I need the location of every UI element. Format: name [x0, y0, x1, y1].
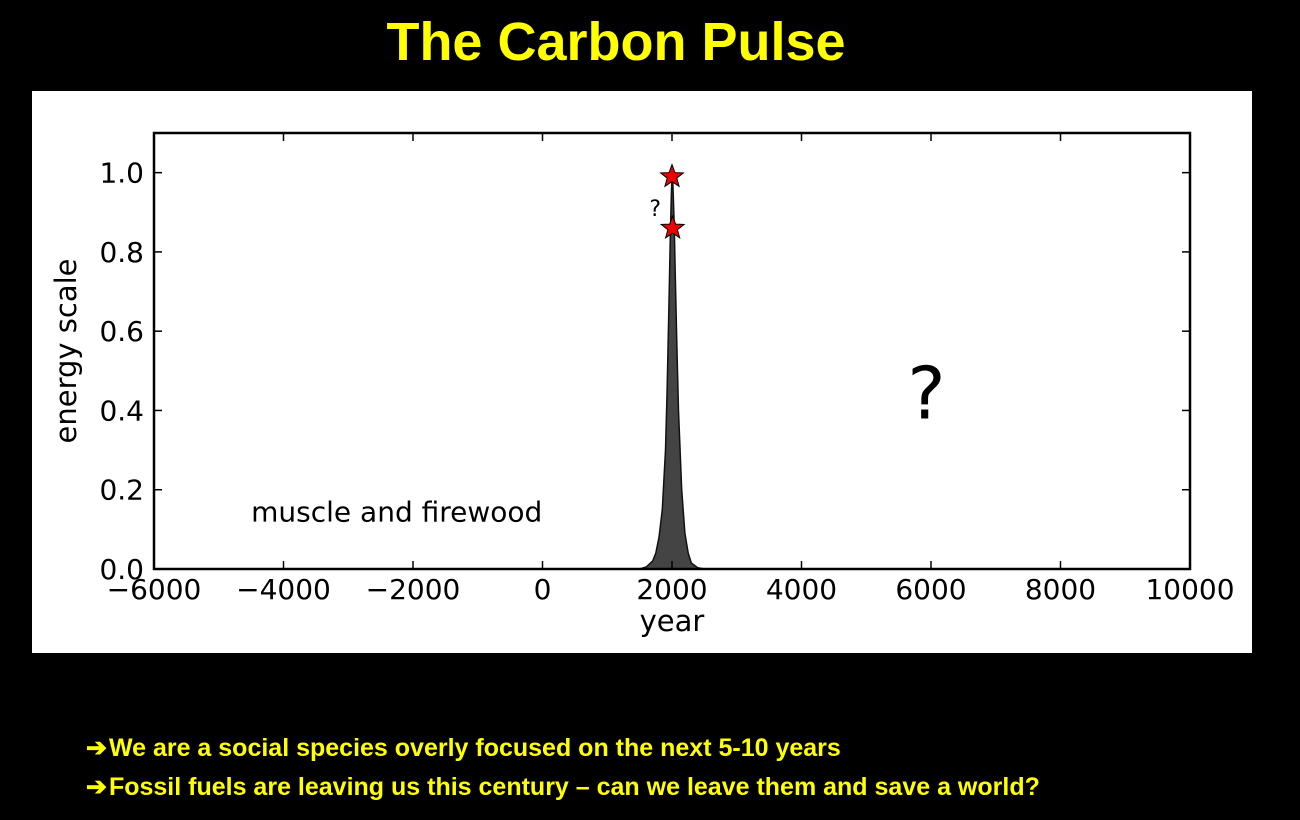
chart-panel: −6000 −4000 −2000 0 2000 4000 6000 8000 10000 0.0… — [32, 91, 1252, 653]
bullet-text: We are a social species overly focused o… — [108, 734, 841, 762]
pulse-area — [639, 175, 705, 570]
x-tick-label: 2000 — [636, 573, 707, 606]
y-tick-label: 0.0 — [99, 553, 144, 586]
x-tick-label: 8000 — [1025, 573, 1096, 606]
bullet-list: ➔We are a social species overly focused … — [86, 730, 1040, 808]
bullet-item: ➔We are a social species overly focused … — [86, 730, 1040, 769]
x-tick-label: 0 — [534, 573, 552, 606]
y-tick-label: 0.2 — [99, 474, 144, 507]
arrow-icon: ➔ — [86, 734, 107, 762]
x-tick-label: 10000 — [1145, 573, 1234, 606]
carbon-pulse-chart: −6000 −4000 −2000 0 2000 4000 6000 8000 10000 0.0… — [49, 131, 1235, 638]
star-marker — [659, 163, 685, 188]
x-tick-label: −6000 — [107, 573, 202, 606]
y-tick-label: 0.4 — [99, 394, 144, 427]
arrow-icon: ➔ — [86, 773, 107, 801]
annotation-text: ? — [649, 197, 661, 222]
x-tick-label: −2000 — [366, 573, 461, 606]
annotation-text: muscle and firewood — [251, 495, 542, 528]
y-tick-label: 0.8 — [99, 236, 144, 269]
y-tick-label: 1.0 — [99, 157, 144, 190]
x-tick-label: 6000 — [895, 573, 966, 606]
x-tick-label: 4000 — [766, 573, 837, 606]
y-tick-label: 0.6 — [99, 315, 144, 348]
x-tick-label: −4000 — [236, 573, 331, 606]
slide-title: The Carbon Pulse — [386, 12, 846, 72]
star-marker — [659, 214, 686, 239]
x-axis-label: year — [640, 604, 705, 638]
bullet-text: Fossil fuels are leaving us this century… — [108, 773, 1040, 801]
annotation-text: ? — [907, 351, 945, 435]
y-axis-label: energy scale — [49, 259, 83, 444]
bullet-item: ➔Fossil fuels are leaving us this centur… — [86, 769, 1040, 808]
